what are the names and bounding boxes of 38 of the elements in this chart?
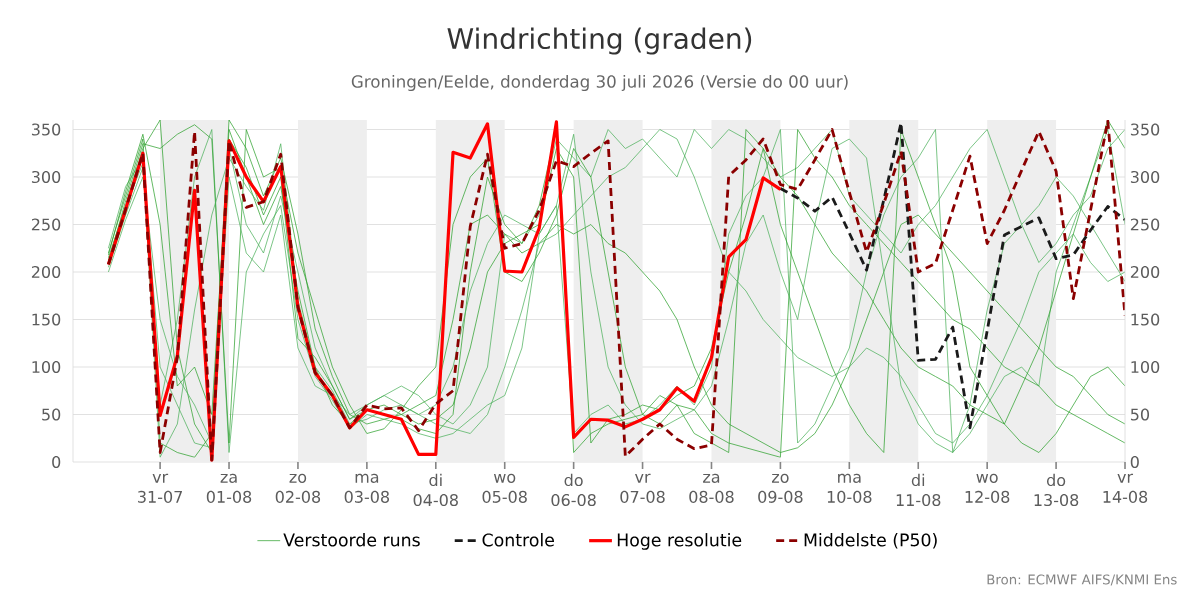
y-tick-label: 300 [31, 170, 61, 184]
y-tick-label: 200 [31, 265, 61, 279]
x-tick-label: vr 14-08 [1103, 473, 1148, 503]
x-tick-label: do 13-08 [1034, 473, 1079, 507]
text: Bron: ECMWF AIFS/KNMI Ens [987, 574, 1177, 586]
y-tick-label: 350 [31, 123, 61, 136]
y-tick-label: 0 [52, 455, 61, 469]
x-tick-label: di 11-08 [896, 473, 941, 507]
y2-tick-label: 300 [1130, 170, 1160, 184]
y-tick-label: 50 [42, 408, 61, 421]
x-tick-label: zo 09-08 [758, 473, 803, 503]
x-tick-label: za 01-08 [206, 473, 252, 503]
legend-label: Hoge resolutie [617, 533, 742, 550]
chart-title: Windrichting (graden) [447, 27, 752, 55]
y2-tick-label: 250 [1130, 218, 1160, 231]
legend-label: Verstoorde runs [283, 533, 420, 547]
y2-tick-label: 0 [1130, 455, 1139, 469]
y2-tick-label: 50 [1130, 408, 1150, 421]
x-tick-label: wo 12-08 [965, 473, 1010, 503]
x-tick-label: vr 31-07 [138, 473, 182, 503]
legend-label: Middelste (P50) [804, 533, 937, 549]
x-tick-label: ma 03-08 [344, 473, 390, 503]
y2-tick-label: 200 [1130, 265, 1160, 279]
y-tick-label: 250 [31, 218, 61, 231]
y2-tick-label: 350 [1130, 123, 1160, 136]
x-tick-label: ma 10-08 [827, 473, 872, 503]
y-tick-label: 100 [32, 360, 61, 374]
y2-tick-label: 150 [1131, 313, 1160, 326]
x-tick-label: do 06-08 [551, 473, 596, 507]
chart-subtitle: Groningen/Eelde, donderdag 30 juli 2026 (Versie do 00 uur) [351, 74, 848, 92]
legend-label: Controle [482, 533, 554, 547]
y2-tick-label: 100 [1131, 360, 1160, 374]
x-tick-label: zo 02-08 [275, 473, 321, 503]
x-tick-label: wo 05-08 [482, 473, 527, 503]
x-tick-label: vr 07-08 [620, 473, 665, 503]
y-tick-label: 150 [32, 313, 61, 326]
x-tick-label: za 08-08 [689, 473, 734, 503]
x-tick-label: di 04-08 [413, 473, 458, 507]
